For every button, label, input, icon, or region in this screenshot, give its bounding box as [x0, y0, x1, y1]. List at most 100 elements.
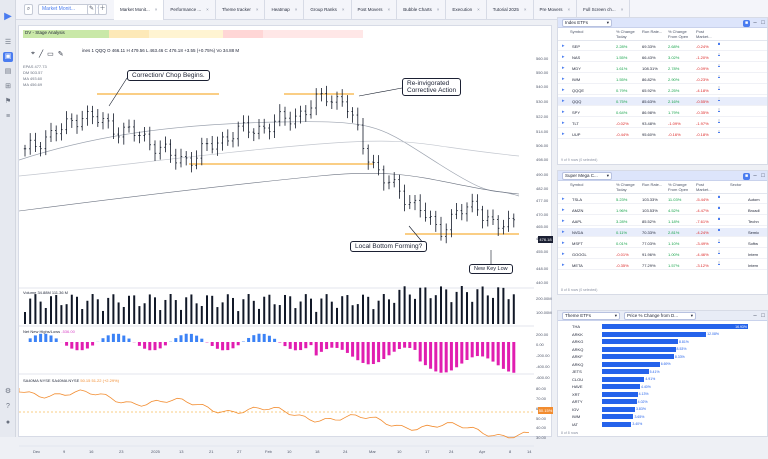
theme-bar[interactable]: 8.81%: [602, 339, 678, 344]
close-icon[interactable]: ×: [437, 7, 440, 12]
table-row[interactable]: ▸UUP-0.44%95.60%-0.16%-0.18%: [558, 130, 767, 139]
maximize-icon[interactable]: □: [759, 172, 767, 180]
theme-symbol[interactable]: THA: [572, 324, 580, 329]
close-icon[interactable]: ×: [524, 7, 527, 12]
column-header[interactable]: Sector: [730, 183, 754, 188]
play-icon[interactable]: ▸: [562, 217, 565, 226]
close-icon[interactable]: ×: [621, 7, 624, 12]
theme-bar[interactable]: 3.40%: [602, 422, 631, 427]
minimize-icon[interactable]: –: [751, 172, 759, 180]
column-header[interactable]: Symbol: [570, 30, 594, 35]
play-icon[interactable]: ▸: [562, 53, 565, 62]
theme-bar[interactable]: 3.65%: [602, 414, 633, 419]
watchlist-select[interactable]: Super Mega C...▾: [562, 172, 612, 180]
dashboard-icon[interactable]: ▣: [3, 52, 13, 62]
help-icon[interactable]: ?: [3, 402, 13, 412]
close-icon[interactable]: ×: [342, 7, 345, 12]
chart-panel[interactable]: DV - Stage Analysis ⌖ ╱ ▭ ✎ ines 1 QQQ O…: [18, 25, 552, 437]
tab-7[interactable]: Execution×: [446, 0, 486, 20]
tab-8[interactable]: Tutorial 2025×: [487, 0, 534, 20]
table-row[interactable]: ▸GOOGL-0.01%91.96%1.00%-4.46%Intern: [558, 250, 767, 259]
play-icon[interactable]: ▸: [562, 239, 565, 248]
play-icon[interactable]: ▸: [562, 250, 565, 259]
play-icon[interactable]: ▸: [562, 130, 565, 139]
add-layout-icon[interactable]: ＋: [98, 4, 107, 15]
theme-symbol[interactable]: JETS: [572, 369, 582, 374]
play-icon[interactable]: ▸: [562, 119, 565, 128]
theme-symbol[interactable]: IGV: [572, 407, 579, 412]
theme-symbol[interactable]: XRT: [572, 392, 580, 397]
flag-icon[interactable]: ⚑: [3, 97, 13, 107]
column-header[interactable]: Run Rate...: [642, 30, 666, 35]
list-icon[interactable]: ≡: [3, 112, 13, 122]
theme-symbol[interactable]: HAVE: [572, 384, 583, 389]
user-icon[interactable]: ●: [3, 418, 13, 428]
play-icon[interactable]: ▸: [562, 86, 565, 95]
theme-bar[interactable]: 6.69%: [602, 362, 660, 367]
tab-3[interactable]: Heatmap×: [265, 0, 304, 20]
tab-2[interactable]: Theme tracker×: [216, 0, 266, 20]
tab-4[interactable]: Group Ranks×: [304, 0, 351, 20]
metric-select[interactable]: Price % Change from D...▾: [624, 312, 696, 320]
column-header[interactable]: Post Market...: [696, 183, 720, 192]
theme-bar[interactable]: 8.53%: [602, 347, 676, 352]
link-color-icon[interactable]: ■: [743, 20, 750, 27]
close-icon[interactable]: ×: [568, 7, 571, 12]
watchlist-select[interactable]: Index ETFs▾: [562, 19, 612, 27]
tab-0[interactable]: Market Monit...×: [114, 0, 164, 20]
close-icon[interactable]: ×: [388, 7, 391, 12]
search-icon[interactable]: ⌕: [24, 4, 33, 15]
column-header[interactable]: Post Market...: [696, 30, 720, 39]
theme-bar[interactable]: 12.08%: [602, 332, 706, 337]
theme-bar[interactable]: 4.40%: [602, 384, 640, 389]
close-icon[interactable]: ×: [206, 7, 209, 12]
play-icon[interactable]: ▸: [562, 108, 565, 117]
link-color-icon[interactable]: ■: [743, 173, 750, 180]
close-icon[interactable]: ×: [256, 7, 259, 12]
tab-1[interactable]: Performance ...×: [164, 0, 215, 20]
play-icon[interactable]: ▸: [562, 195, 565, 204]
settings-icon[interactable]: ⚙: [3, 387, 13, 397]
play-icon[interactable]: ▸: [562, 261, 565, 270]
maximize-icon[interactable]: □: [759, 312, 767, 320]
theme-symbol[interactable]: ARKQ: [572, 347, 583, 352]
app-logo-icon[interactable]: ▶: [3, 12, 13, 22]
play-icon[interactable]: ▸: [562, 97, 565, 106]
menu-icon[interactable]: ☰: [3, 38, 13, 48]
column-header[interactable]: % Change From Open: [668, 30, 692, 39]
theme-symbol[interactable]: ARKQ: [572, 362, 583, 367]
theme-bar[interactable]: 16.93%: [602, 324, 748, 329]
theme-symbol[interactable]: ARKF: [572, 354, 583, 359]
theme-symbol[interactable]: ARTY: [572, 399, 583, 404]
play-icon[interactable]: ▸: [562, 228, 565, 237]
theme-symbol[interactable]: IWM: [572, 414, 580, 419]
theme-bar[interactable]: 4.91%: [602, 377, 644, 382]
edit-icon[interactable]: ✎: [87, 4, 96, 15]
close-icon[interactable]: ×: [295, 7, 298, 12]
table-row[interactable]: ▸TLT-0.02%93.48%-1.09%-1.97%: [558, 119, 767, 128]
theme-bar[interactable]: 4.13%: [602, 392, 638, 397]
play-icon[interactable]: ▸: [562, 42, 565, 51]
play-icon[interactable]: ▸: [562, 206, 565, 215]
column-header[interactable]: % Change Today: [616, 30, 640, 39]
theme-symbol[interactable]: CLOU: [572, 377, 583, 382]
theme-bar[interactable]: 4.02%: [602, 399, 637, 404]
minimize-icon[interactable]: –: [751, 312, 759, 320]
chart-icon[interactable]: ▤: [3, 67, 13, 77]
table-row[interactable]: ▸META-0.35%77.29%1.57%-3.12%Intern: [558, 261, 767, 270]
theme-select[interactable]: Theme ETFs▾: [562, 312, 620, 320]
theme-bar[interactable]: 8.33%: [602, 354, 674, 359]
column-header[interactable]: % Change Today: [616, 183, 640, 192]
